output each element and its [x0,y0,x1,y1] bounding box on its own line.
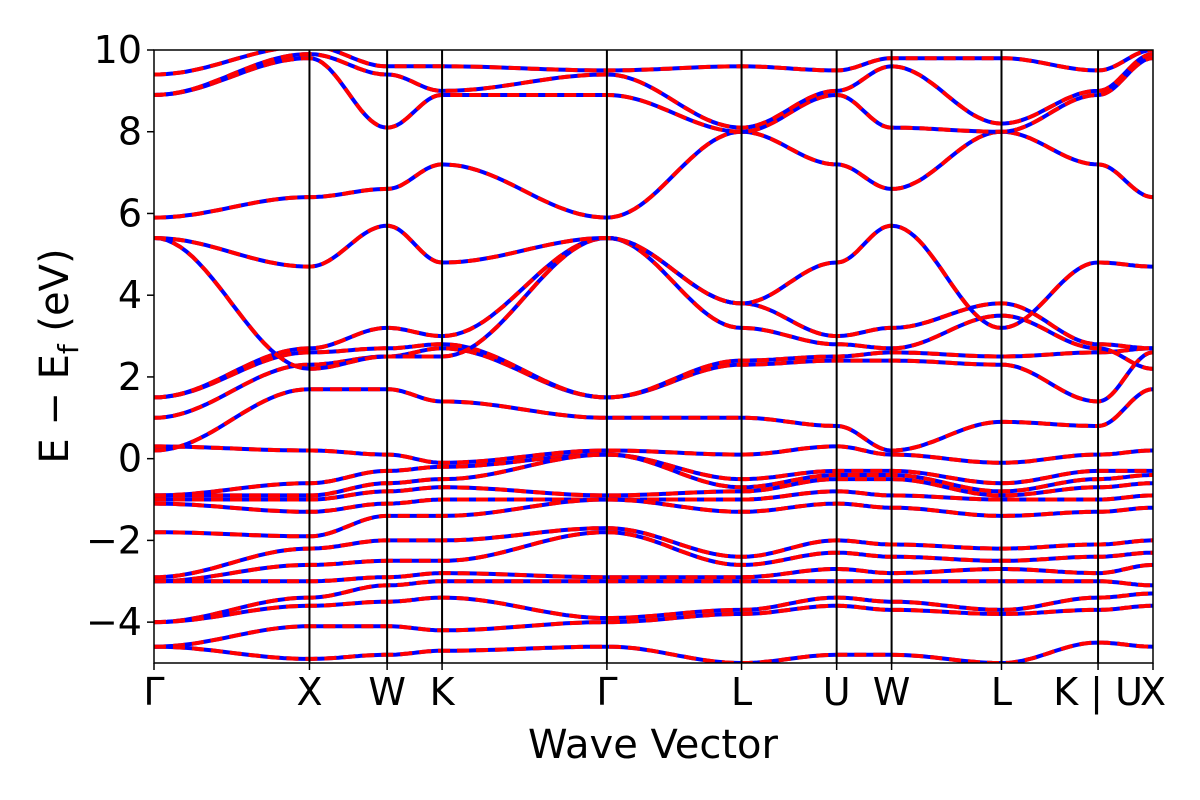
x-axis-title: Wave Vector [528,722,779,768]
high-symmetry-lines [308,50,1100,663]
y-tick-label: −4 [86,600,142,644]
x-tick-label: L [991,670,1012,714]
y-tick-label: 0 [118,437,142,481]
y-axis-title-main: E − E [32,354,78,464]
x-tick-label: X [296,670,322,714]
x-tick-label: W [368,670,406,714]
x-tick-label: U [823,670,851,714]
band-line-red [154,477,1153,502]
x-tick-label: K | U [1053,670,1143,715]
band-line-red [154,489,1153,514]
plot-frame [153,49,1154,664]
band-line-red [154,562,1153,584]
x-tick-label: Γ [596,670,617,714]
y-axis-title-subscript: f [52,343,85,354]
x-tick-label: K [430,670,456,714]
y-axis-title: E − Ef (eV) [32,248,85,463]
y-tick-label: 4 [118,273,142,317]
band-line-red [154,235,1153,400]
y-tick-label: 10 [94,28,142,72]
x-tick-label: X [1140,670,1166,714]
band-line-red [154,56,1153,134]
x-tick-label: L [731,670,752,714]
y-tick-label: 2 [118,355,142,399]
y-tick-label: 6 [118,191,142,235]
y-axis-title-unit: (eV) [32,248,78,344]
y-tick-label: −2 [86,518,142,562]
x-tick-label: W [873,670,911,714]
y-axis-ticks: −4 −2 0 2 4 6 8 10 [86,28,154,644]
y-tick-label: 8 [118,110,142,154]
band-line-red [154,640,1153,663]
x-tick-label: Γ [143,670,164,714]
